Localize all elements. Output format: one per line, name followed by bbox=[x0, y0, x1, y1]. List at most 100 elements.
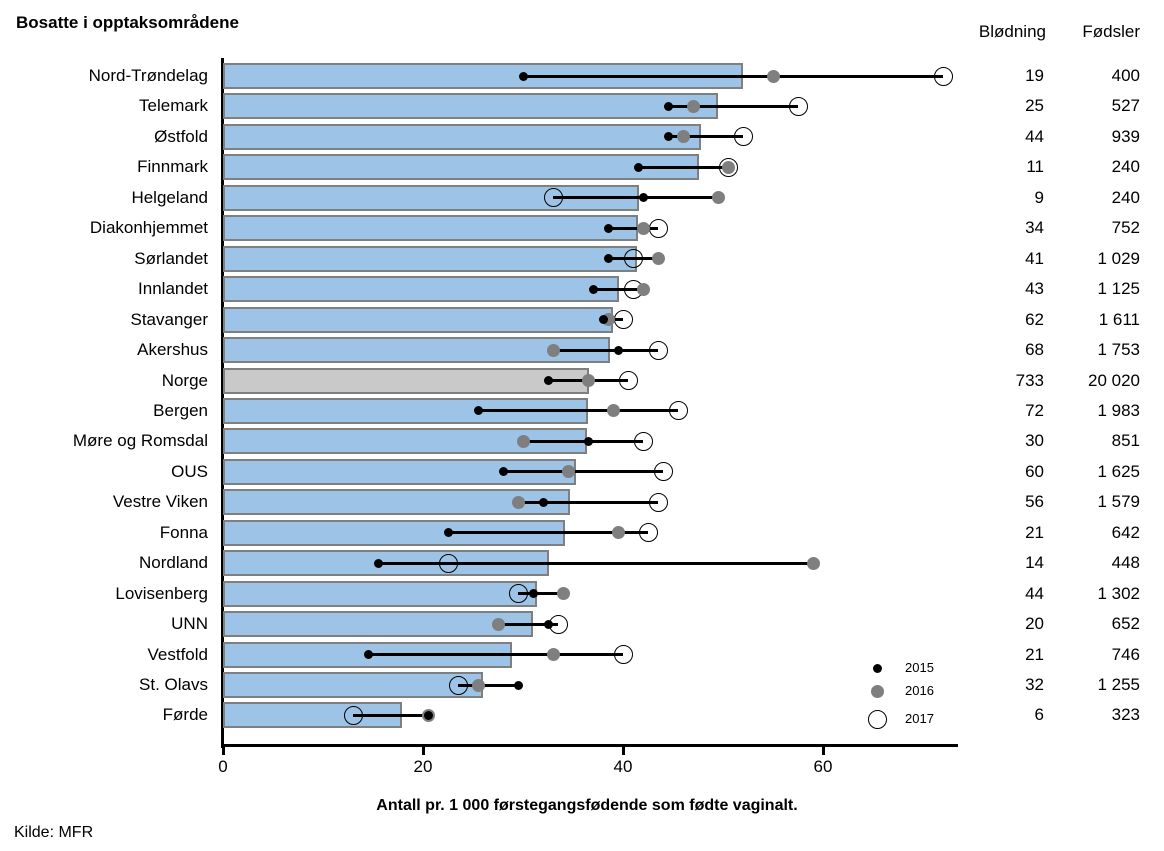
value-fodsler: 1 611 bbox=[1098, 309, 1140, 329]
marker-2015 bbox=[638, 193, 648, 203]
row-label: Diakonhjemmet bbox=[89, 218, 208, 238]
marker-2016 bbox=[676, 130, 690, 144]
value-blodning: 44 bbox=[1025, 126, 1044, 146]
bar bbox=[223, 611, 533, 638]
marker-2016 bbox=[711, 191, 725, 205]
marker-2017 bbox=[648, 492, 668, 512]
value-blodning: 34 bbox=[1025, 218, 1044, 238]
bar bbox=[223, 489, 570, 516]
bar bbox=[223, 580, 537, 607]
marker-2016 bbox=[511, 495, 525, 509]
x-tick bbox=[421, 746, 425, 755]
range-line bbox=[518, 500, 658, 504]
x-tick bbox=[821, 746, 825, 755]
marker-2017 bbox=[633, 431, 653, 451]
x-axis-line bbox=[221, 744, 958, 747]
value-blodning: 72 bbox=[1025, 400, 1044, 420]
marker-2015 bbox=[633, 162, 643, 172]
range-line bbox=[608, 226, 658, 230]
x-tick bbox=[621, 746, 625, 755]
value-blodning: 41 bbox=[1025, 248, 1044, 268]
marker-2015 bbox=[528, 589, 538, 599]
marker-2016 bbox=[606, 404, 620, 418]
marker-2015 bbox=[663, 132, 673, 142]
marker-2016 bbox=[491, 617, 505, 631]
legend-marker-2016 bbox=[870, 684, 884, 698]
marker-2016 bbox=[721, 160, 735, 174]
marker-2015 bbox=[543, 619, 553, 629]
range-line bbox=[458, 683, 518, 687]
marker-2016 bbox=[471, 678, 485, 692]
marker-2017 bbox=[653, 462, 673, 482]
bar bbox=[223, 306, 613, 333]
marker-2015 bbox=[663, 101, 673, 111]
value-blodning: 9 bbox=[1034, 187, 1044, 207]
row-label: St. Olavs bbox=[139, 675, 208, 694]
marker-2016 bbox=[581, 374, 595, 387]
bar bbox=[223, 337, 610, 364]
x-tick-label: 0 bbox=[218, 757, 228, 776]
value-fodsler: 240 bbox=[1111, 157, 1140, 177]
value-blodning: 21 bbox=[1025, 644, 1044, 664]
legend-label-2015: 2015 bbox=[905, 660, 934, 675]
value-fodsler: 240 bbox=[1111, 187, 1140, 207]
marker-2017 bbox=[618, 371, 638, 390]
value-fodsler: 752 bbox=[1111, 218, 1140, 238]
row-label: Bergen bbox=[153, 400, 208, 420]
range-line bbox=[498, 622, 558, 626]
marker-2016 bbox=[686, 99, 700, 113]
column-header-fodsler: Fødsler bbox=[1082, 22, 1140, 41]
marker-2016 bbox=[516, 434, 530, 448]
value-fodsler: 1 255 bbox=[1097, 675, 1140, 694]
range-line bbox=[518, 592, 563, 596]
row-label: Telemark bbox=[139, 96, 208, 116]
marker-2017 bbox=[543, 188, 563, 208]
row-label: Helgeland bbox=[131, 187, 208, 207]
marker-2017 bbox=[668, 401, 688, 421]
x-tick-label: 40 bbox=[613, 757, 633, 776]
value-fodsler: 746 bbox=[1111, 644, 1140, 664]
marker-2017 bbox=[448, 675, 468, 695]
bar bbox=[223, 215, 638, 242]
marker-2016 bbox=[611, 526, 625, 540]
marker-2016 bbox=[636, 221, 650, 235]
legend-marker-2017 bbox=[867, 709, 887, 729]
value-blodning: 21 bbox=[1025, 522, 1044, 542]
column-header-blodning: Blødning bbox=[978, 22, 1046, 41]
value-blodning: 43 bbox=[1025, 279, 1044, 299]
legend-label-2017: 2017 bbox=[905, 711, 934, 726]
range-line bbox=[378, 561, 813, 565]
bar bbox=[223, 154, 699, 181]
marker-2015 bbox=[443, 528, 453, 538]
marker-2017 bbox=[933, 66, 953, 86]
legend-marker-2015 bbox=[872, 663, 882, 673]
source-note: Kilde: MFR bbox=[14, 824, 94, 841]
row-label: Sørlandet bbox=[134, 248, 208, 268]
value-blodning: 60 bbox=[1025, 461, 1044, 481]
value-fodsler: 400 bbox=[1111, 66, 1140, 85]
range-line bbox=[478, 409, 678, 413]
marker-2017 bbox=[638, 523, 658, 543]
marker-2015 bbox=[583, 436, 593, 446]
range-line bbox=[503, 470, 663, 474]
marker-2016 bbox=[766, 69, 780, 83]
value-fodsler: 323 bbox=[1111, 705, 1140, 725]
range-line bbox=[593, 287, 643, 291]
value-blodning: 32 bbox=[1025, 675, 1044, 694]
range-line bbox=[553, 348, 658, 352]
value-fodsler: 1 125 bbox=[1097, 279, 1140, 299]
value-blodning: 62 bbox=[1025, 309, 1044, 329]
marker-2015 bbox=[598, 315, 608, 325]
marker-2017 bbox=[613, 645, 633, 665]
value-fodsler: 448 bbox=[1111, 553, 1140, 573]
x-tick-label: 60 bbox=[813, 757, 833, 776]
value-blodning: 30 bbox=[1025, 431, 1044, 451]
value-fodsler: 652 bbox=[1111, 614, 1140, 634]
row-label: UNN bbox=[171, 614, 208, 634]
value-fodsler: 1 579 bbox=[1097, 492, 1140, 512]
x-tick-label: 20 bbox=[413, 757, 433, 776]
row-label: Stavanger bbox=[130, 309, 209, 329]
marker-2017 bbox=[718, 157, 738, 177]
